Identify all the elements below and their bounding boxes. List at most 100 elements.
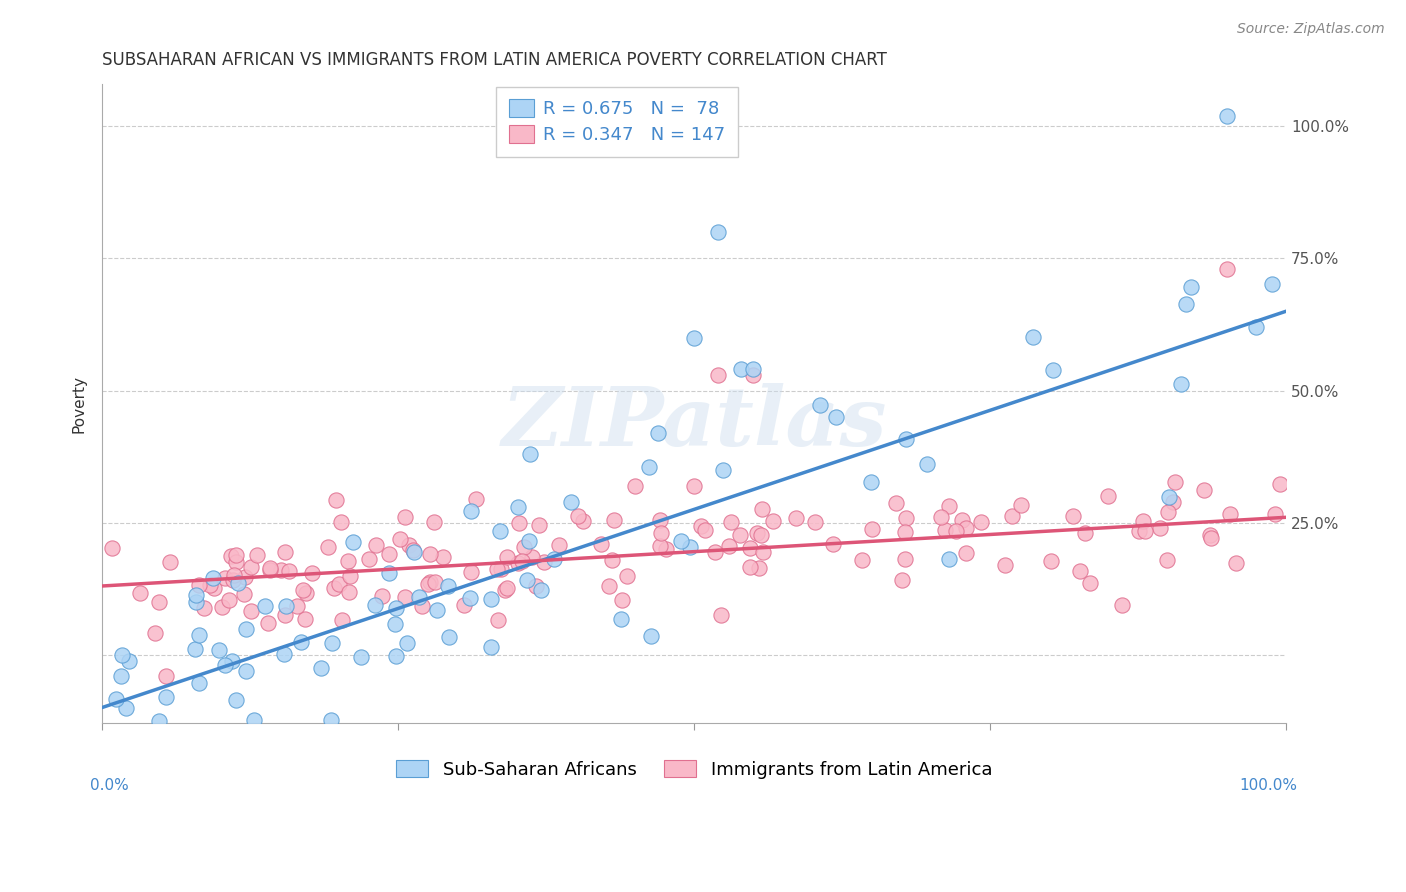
Point — [749, 528, 772, 542]
Text: Source: ZipAtlas.com: Source: ZipAtlas.com — [1237, 22, 1385, 37]
Point — [1216, 109, 1239, 123]
Point — [1268, 477, 1291, 491]
Point — [495, 581, 517, 595]
Point — [330, 515, 353, 529]
Point — [1192, 483, 1215, 497]
Point — [728, 528, 751, 542]
Point — [225, 548, 247, 562]
Point — [350, 650, 373, 665]
Point — [720, 515, 742, 529]
Point — [647, 426, 669, 441]
Point — [491, 562, 513, 576]
Point — [1010, 498, 1032, 512]
Text: ZIPatlas: ZIPatlas — [502, 383, 887, 463]
Point — [1225, 557, 1247, 571]
Point — [330, 613, 353, 627]
Point — [232, 587, 254, 601]
Point — [508, 516, 530, 531]
Point — [207, 773, 229, 788]
Point — [522, 549, 544, 564]
Point — [945, 524, 967, 538]
Text: 0.0%: 0.0% — [90, 778, 129, 793]
Point — [184, 595, 207, 609]
Point — [1039, 554, 1062, 568]
Point — [384, 616, 406, 631]
Point — [295, 586, 318, 600]
Point — [110, 669, 132, 683]
Point — [184, 641, 207, 656]
Point — [695, 524, 717, 538]
Point — [465, 492, 488, 507]
Point — [426, 603, 449, 617]
Point — [683, 478, 706, 492]
Point — [934, 524, 956, 538]
Point — [385, 600, 408, 615]
Point — [512, 554, 534, 568]
Point — [385, 649, 408, 664]
Point — [214, 657, 236, 672]
Point — [437, 578, 460, 592]
Point — [1201, 531, 1223, 545]
Point — [398, 538, 420, 552]
Point — [1149, 521, 1171, 535]
Point — [567, 509, 589, 524]
Point — [404, 544, 426, 558]
Point — [1128, 524, 1150, 539]
Point — [747, 525, 769, 540]
Point — [240, 604, 263, 618]
Point — [253, 599, 276, 614]
Point — [274, 545, 297, 559]
Point — [1069, 564, 1091, 578]
Point — [1133, 524, 1156, 539]
Point — [970, 516, 993, 530]
Point — [506, 500, 529, 514]
Point — [690, 519, 713, 533]
Point — [915, 457, 938, 471]
Point — [517, 533, 540, 548]
Point — [560, 495, 582, 509]
Point — [148, 595, 170, 609]
Point — [366, 538, 388, 552]
Point — [337, 585, 360, 599]
Point — [610, 612, 633, 626]
Point — [1264, 507, 1286, 521]
Point — [337, 554, 360, 568]
Point — [952, 513, 974, 527]
Point — [370, 589, 392, 603]
Point — [437, 631, 460, 645]
Point — [143, 626, 166, 640]
Point — [1097, 489, 1119, 503]
Point — [222, 573, 245, 587]
Point — [486, 614, 509, 628]
Point — [524, 579, 547, 593]
Point — [328, 577, 350, 591]
Point — [246, 548, 269, 562]
Point — [110, 760, 132, 774]
Point — [1078, 575, 1101, 590]
Point — [671, 533, 693, 548]
Point — [259, 563, 281, 577]
Point — [821, 537, 844, 551]
Point — [394, 510, 416, 524]
Point — [105, 692, 128, 706]
Point — [226, 576, 249, 591]
Point — [240, 559, 263, 574]
Point — [616, 569, 638, 583]
Point — [851, 553, 873, 567]
Point — [285, 599, 308, 613]
Point — [543, 552, 565, 566]
Point — [529, 518, 551, 533]
Point — [257, 615, 280, 630]
Point — [118, 654, 141, 668]
Point — [235, 570, 257, 584]
Point — [396, 635, 419, 649]
Point — [259, 561, 281, 575]
Point — [292, 582, 315, 597]
Point — [516, 573, 538, 587]
Point — [808, 399, 831, 413]
Point — [572, 514, 595, 528]
Point — [1174, 297, 1197, 311]
Point — [1161, 495, 1184, 509]
Point — [711, 463, 734, 477]
Point — [890, 573, 912, 587]
